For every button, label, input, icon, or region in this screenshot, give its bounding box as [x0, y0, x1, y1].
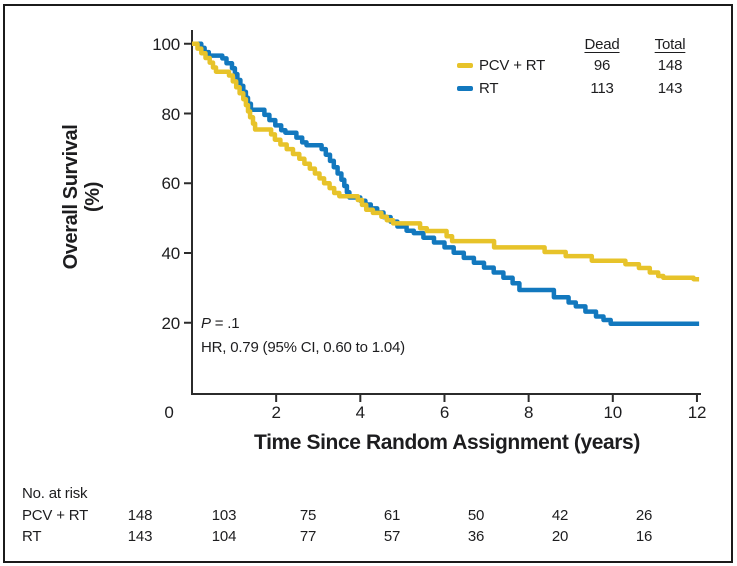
- legend-total-rt: 143: [657, 80, 683, 97]
- at-risk-count: 16: [635, 528, 653, 545]
- at-risk-count: 61: [383, 507, 401, 524]
- at-risk-count: 26: [635, 507, 653, 524]
- p-value-symbol: P: [201, 315, 211, 332]
- x-tick-label-0: 0: [164, 403, 174, 422]
- at-risk-count: 103: [211, 507, 237, 524]
- at-risk-count: 36: [467, 528, 485, 545]
- y-axis-title: Overall Survival (%): [60, 25, 104, 369]
- x-tick-label-10: 10: [603, 403, 623, 422]
- at-risk-count: 77: [299, 528, 317, 545]
- x-tick-label-12: 12: [687, 403, 707, 422]
- y-tick-label-80: 80: [161, 104, 180, 124]
- at-risk-count: 75: [299, 507, 317, 524]
- x-tick-label-6: 6: [439, 403, 450, 422]
- at-risk-row-label-rt: RT: [22, 528, 42, 545]
- figure-border: [3, 4, 733, 563]
- at-risk-count: 57: [383, 528, 401, 545]
- p-value-number: = .1: [210, 315, 240, 332]
- y-axis-title-line1: Overall Survival: [60, 124, 82, 270]
- legend-label-pcv-rt: PCV + RT: [479, 57, 546, 74]
- y-tick-label-20: 20: [161, 313, 180, 333]
- legend-dead-pcv-rt: 96: [593, 57, 611, 74]
- at-risk-count: 50: [467, 507, 485, 524]
- p-value-text: P = .1: [201, 315, 240, 332]
- at-risk-count: 42: [551, 507, 569, 524]
- pcv-rt-line-swatch: [457, 63, 473, 68]
- at-risk-count: 148: [127, 507, 153, 524]
- at-risk-title: No. at risk: [22, 485, 88, 502]
- x-axis-title: Time Since Random Assignment (years): [254, 431, 640, 454]
- legend-label-rt: RT: [479, 80, 499, 97]
- legend-total-header: Total: [654, 36, 686, 53]
- at-risk-count: 143: [127, 528, 153, 545]
- y-tick-label-40: 40: [161, 244, 180, 263]
- x-tick-label-4: 4: [355, 403, 365, 422]
- at-risk-row-label-pcv-rt: PCV + RT: [22, 507, 89, 524]
- hazard-ratio-text: HR, 0.79 (95% CI, 0.60 to 1.04): [201, 339, 405, 356]
- at-risk-count: 20: [551, 528, 569, 545]
- legend-dead-rt: 113: [590, 80, 614, 97]
- legend-total-pcv-rt: 148: [657, 57, 683, 74]
- survival-curve-rt: [192, 41, 700, 327]
- y-axis-title-line2: (%): [82, 182, 104, 212]
- x-tick-label-2: 2: [271, 403, 281, 422]
- x-tick-label-8: 8: [523, 403, 534, 422]
- rt-line-swatch: [457, 86, 473, 91]
- y-tick-label-60: 60: [161, 174, 180, 194]
- at-risk-count: 104: [211, 528, 237, 545]
- y-tick-label-100: 100: [152, 34, 180, 54]
- survival-curve-pcvrt: [192, 41, 700, 282]
- legend-dead-header: Dead: [584, 36, 620, 53]
